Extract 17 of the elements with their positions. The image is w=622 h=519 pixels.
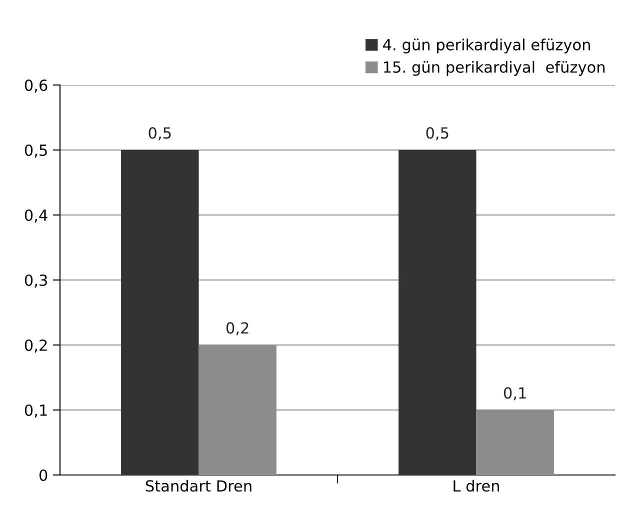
data-label: 0,2 <box>226 322 248 336</box>
y-tick-label: 0 <box>39 469 48 482</box>
legend-label: 15. gün perikardiyal efüzyon <box>384 61 605 76</box>
y-tick-label: 0,5 <box>24 144 47 158</box>
x-tick-label: L dren <box>454 480 499 492</box>
data-label: 0,1 <box>504 387 526 400</box>
y-tick-label: 0,2 <box>24 339 47 353</box>
y-tick-label: 0,6 <box>24 79 48 93</box>
bar <box>398 150 476 475</box>
data-label: 0,5 <box>426 127 448 140</box>
y-tick-label: 0,4 <box>24 209 48 223</box>
legend-label: 4. gün perikardiyal efüzyon <box>383 38 590 54</box>
y-tick-label: 0,1 <box>24 404 47 418</box>
data-label: 0,5 <box>148 127 171 140</box>
x-tick-label: Standart Dren <box>146 480 252 492</box>
y-tick-label: 0,3 <box>24 274 47 288</box>
bar <box>121 150 199 475</box>
